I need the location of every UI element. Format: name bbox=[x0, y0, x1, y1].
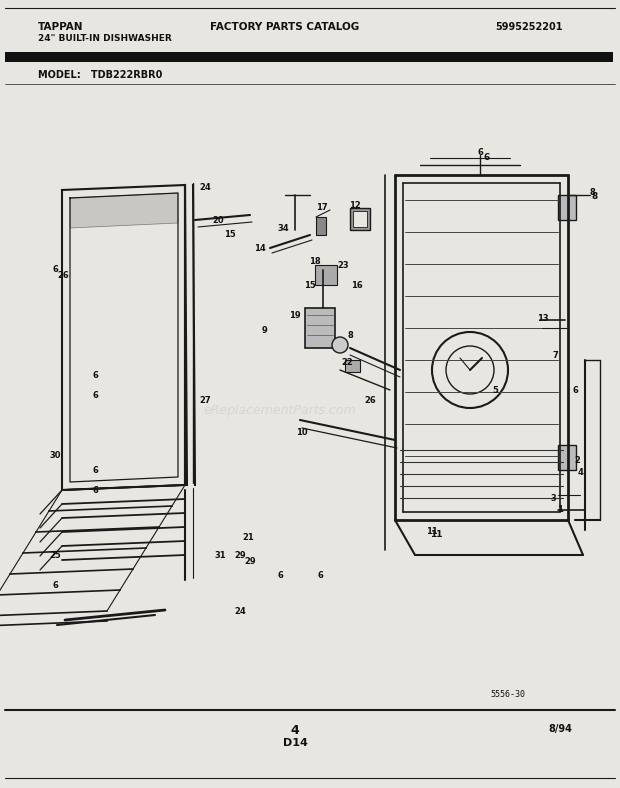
Text: TAPPAN: TAPPAN bbox=[38, 22, 84, 32]
Text: 6: 6 bbox=[92, 391, 98, 400]
Text: 8: 8 bbox=[589, 188, 595, 196]
Text: 15: 15 bbox=[224, 229, 236, 239]
Bar bbox=[315, 265, 337, 285]
Text: 20: 20 bbox=[212, 215, 224, 225]
Text: 26: 26 bbox=[57, 270, 69, 280]
Text: 8: 8 bbox=[347, 330, 353, 340]
Bar bbox=[558, 195, 576, 220]
Text: 24: 24 bbox=[199, 183, 211, 191]
Text: 4: 4 bbox=[577, 467, 583, 477]
Text: 25: 25 bbox=[49, 551, 61, 559]
Text: 6: 6 bbox=[572, 385, 578, 395]
Text: 24" BUILT-IN DISHWASHER: 24" BUILT-IN DISHWASHER bbox=[38, 34, 172, 43]
Polygon shape bbox=[70, 193, 178, 228]
Bar bbox=[305, 308, 335, 348]
Text: 17: 17 bbox=[316, 203, 328, 211]
Text: 1: 1 bbox=[557, 505, 563, 515]
Circle shape bbox=[332, 337, 348, 353]
Text: 15: 15 bbox=[304, 281, 316, 289]
Text: 5556-30: 5556-30 bbox=[490, 690, 525, 699]
Text: 8: 8 bbox=[592, 192, 598, 201]
Text: 6: 6 bbox=[92, 466, 98, 474]
Text: 16: 16 bbox=[351, 281, 363, 289]
Bar bbox=[316, 217, 326, 235]
Text: 6: 6 bbox=[277, 571, 283, 579]
Text: 6: 6 bbox=[477, 147, 483, 157]
Text: 6: 6 bbox=[52, 266, 58, 274]
Text: 12: 12 bbox=[349, 200, 361, 210]
Text: 31: 31 bbox=[214, 551, 226, 559]
Text: 24: 24 bbox=[234, 608, 246, 616]
Text: MODEL:   TDB222RBR0: MODEL: TDB222RBR0 bbox=[38, 70, 162, 80]
Bar bbox=[558, 445, 576, 470]
Text: 2: 2 bbox=[574, 455, 580, 464]
Text: eReplacementParts.com: eReplacementParts.com bbox=[204, 403, 356, 417]
Text: 11: 11 bbox=[426, 527, 438, 537]
Text: 21: 21 bbox=[242, 533, 254, 542]
Text: 26: 26 bbox=[364, 396, 376, 404]
Text: 6: 6 bbox=[484, 153, 490, 162]
Bar bbox=[353, 211, 367, 227]
Text: 4: 4 bbox=[291, 724, 299, 737]
Text: 6: 6 bbox=[92, 485, 98, 495]
Text: 30: 30 bbox=[49, 451, 61, 459]
Text: FACTORY PARTS CATALOG: FACTORY PARTS CATALOG bbox=[210, 22, 359, 32]
Text: 6: 6 bbox=[52, 581, 58, 589]
Text: 10: 10 bbox=[296, 428, 308, 437]
Text: 8/94: 8/94 bbox=[548, 724, 572, 734]
Text: 27: 27 bbox=[199, 396, 211, 404]
Bar bbox=[5, 52, 613, 62]
Text: 7: 7 bbox=[552, 351, 558, 359]
Text: 13: 13 bbox=[537, 314, 549, 322]
Text: 3: 3 bbox=[550, 493, 556, 503]
Text: 5: 5 bbox=[492, 385, 498, 395]
Text: 9: 9 bbox=[262, 325, 268, 334]
Text: 23: 23 bbox=[337, 261, 349, 269]
Text: 29: 29 bbox=[244, 557, 256, 567]
Bar bbox=[345, 360, 360, 372]
Text: 14: 14 bbox=[254, 243, 266, 252]
Text: 6: 6 bbox=[317, 571, 323, 579]
Text: 5995252201: 5995252201 bbox=[495, 22, 562, 32]
Text: 18: 18 bbox=[309, 258, 321, 266]
Text: 6: 6 bbox=[92, 370, 98, 380]
Text: 29: 29 bbox=[234, 551, 246, 559]
Text: D14: D14 bbox=[283, 738, 308, 748]
Text: 34: 34 bbox=[277, 224, 289, 232]
Text: 11: 11 bbox=[430, 530, 443, 539]
Text: 22: 22 bbox=[341, 358, 353, 366]
Bar bbox=[350, 208, 370, 230]
Text: 19: 19 bbox=[289, 310, 301, 319]
